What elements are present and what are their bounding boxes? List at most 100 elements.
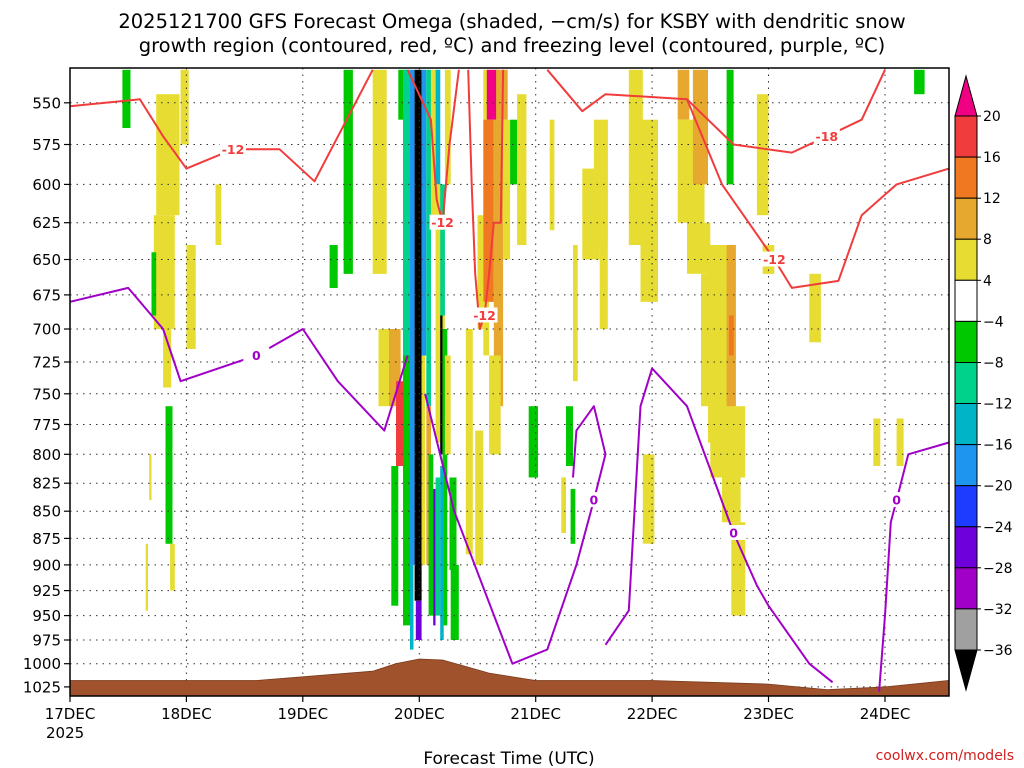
omega-cell [343, 69, 353, 274]
freezing-level-contour-label: 0 [252, 348, 261, 363]
colorbar-swatch [954, 156, 978, 199]
dgz-contour-label-bg [813, 128, 840, 144]
y-tick-label: 625 [32, 214, 61, 232]
dgz-contour [686, 69, 886, 154]
omega-cell [573, 245, 578, 382]
omega-cell [914, 69, 925, 95]
omega-cell [151, 252, 157, 316]
omega-cell [410, 69, 415, 565]
omega-cell [444, 355, 451, 455]
dgz-contour-label-bg [761, 251, 788, 267]
omega-cell [415, 600, 422, 640]
colorbar: 20 16 12 8 4 −4 −8 −12 −16 −20 −24 −28 −32 −36 [954, 74, 1013, 692]
omega-cell [170, 543, 175, 591]
plot-frame [69, 67, 950, 697]
contour-lines: -12 -12 -12 -12 -18 0 0 0 0 [69, 69, 950, 692]
freezing-level-contour-label: 0 [892, 493, 901, 508]
omega-cell [433, 488, 436, 626]
omega-cell [726, 69, 734, 185]
omega-cell [153, 215, 175, 330]
x-tick-label: 18DEC [161, 705, 212, 723]
omega-cell [444, 69, 451, 185]
omega-cell [687, 222, 711, 274]
omega-cell [435, 477, 441, 616]
chart-title-line-1: 2025121700 GFS Forecast Omega (shaded, −… [118, 10, 905, 33]
omega-cell [642, 454, 655, 544]
x-tick-label: 20DEC [394, 705, 445, 723]
omega-cell [477, 215, 484, 330]
freezing-level-contour-label-bg [883, 492, 910, 508]
dgz-contour [406, 69, 460, 224]
colorbar-tick-label: −24 [983, 520, 1013, 536]
colorbar-tick-label: 20 [983, 109, 1001, 125]
colorbar-swatch [954, 485, 978, 528]
colorbar-tick-label: 8 [983, 232, 992, 248]
y-tick-label: 950 [32, 607, 61, 625]
colorbar-tick-label: −20 [983, 479, 1013, 495]
colorbar-tick-label: −32 [983, 602, 1013, 618]
y-tick-label: 975 [32, 632, 61, 650]
omega-cell [389, 329, 401, 407]
freezing-level-contour [424, 393, 607, 665]
y-tick-label: 725 [32, 354, 61, 372]
y-tick-label: 1025 [23, 678, 61, 696]
dgz-contour-label-bg [429, 214, 456, 230]
terrain-fill [69, 658, 950, 697]
y-tick-label: 675 [32, 286, 61, 304]
omega-cell [156, 94, 180, 216]
colorbar-top-arrow [954, 74, 978, 117]
colorbar-tick-label: −12 [983, 397, 1013, 413]
omega-cell [489, 355, 501, 455]
dgz-contour-label: -12 [431, 215, 454, 230]
y-tick-label: 550 [32, 94, 61, 112]
dgz-contour-label: -12 [473, 308, 496, 323]
colorbar-swatch [954, 403, 978, 446]
omega-cell [426, 69, 431, 407]
omega-cell [428, 454, 434, 616]
omega-cell [378, 329, 389, 407]
y-tick-label: 775 [32, 416, 61, 434]
colorbar-tick-label: −36 [983, 643, 1013, 659]
omega-cell [163, 329, 172, 388]
omega-cell [465, 329, 473, 555]
omega-cell [593, 119, 608, 245]
omega-cell [414, 69, 422, 601]
freezing-level-contour-label: 0 [590, 493, 599, 508]
omega-cell [440, 466, 444, 640]
colorbar-tick-label: −28 [983, 561, 1013, 577]
y-tick-label: 925 [32, 582, 61, 600]
omega-cell [599, 245, 608, 330]
omega-cell [329, 245, 338, 288]
omega-cell [517, 94, 527, 245]
omega-cell [421, 69, 427, 356]
colorbar-bottom-arrow [954, 649, 978, 692]
omega-cell [372, 69, 387, 274]
x-tick-label: 19DEC [278, 705, 329, 723]
colorbar-swatch [954, 279, 978, 322]
colorbar-swatch [954, 238, 978, 281]
freezing-level-contour [604, 367, 834, 684]
omega-cell [180, 69, 189, 145]
freezing-level-contour-label: 0 [729, 526, 738, 541]
omega-cell [449, 477, 457, 570]
chart-title-line-2: growth region (contoured, red, ºC) and f… [139, 34, 886, 57]
omega-cell [873, 418, 881, 466]
colorbar-tick-label: −8 [983, 356, 1004, 372]
y-tick-label: 1000 [23, 655, 61, 673]
dgz-contour-label: -18 [816, 129, 839, 144]
x-tick-year-label: 2025 [46, 724, 84, 742]
y-tick-label: 700 [32, 321, 61, 339]
omega-cell [396, 381, 403, 466]
omega-cell [503, 119, 511, 260]
terrain-surface [69, 658, 950, 697]
freezing-level-contour-label-bg [580, 492, 607, 508]
omega-cell [403, 69, 412, 356]
omega-cell [122, 69, 131, 128]
omega-cell [435, 69, 441, 185]
omega-cell [722, 477, 741, 523]
y-tick-label: 575 [32, 136, 61, 154]
omega-cell [486, 69, 499, 120]
y-tick-label: 875 [32, 530, 61, 548]
omega-cell [398, 69, 408, 120]
